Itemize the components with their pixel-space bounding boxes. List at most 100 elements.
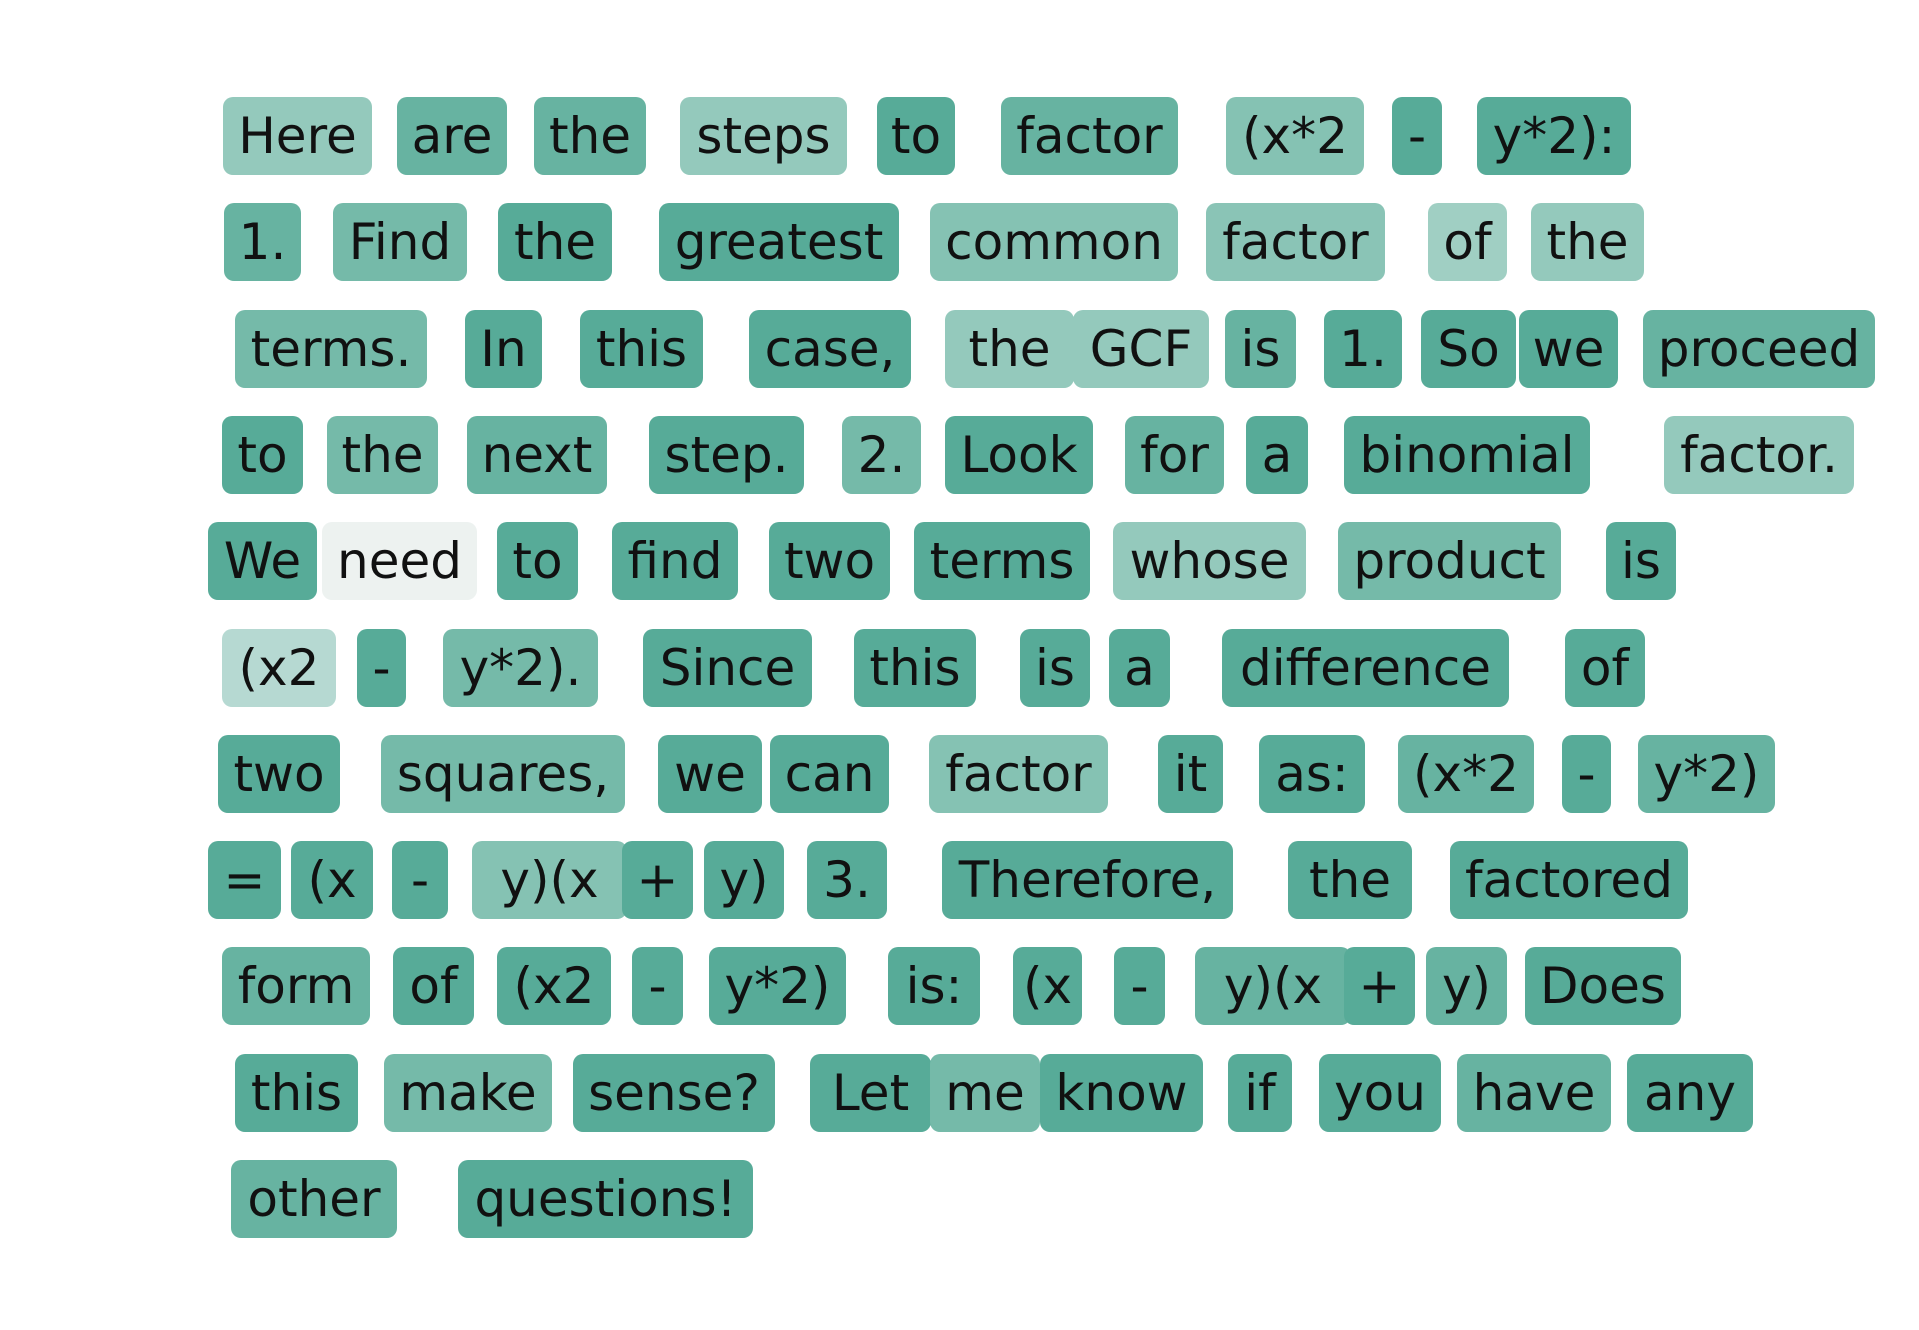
token-chip: whose bbox=[1113, 522, 1306, 600]
token-chip: (x2 bbox=[497, 947, 611, 1025]
token-chip: (x*2 bbox=[1398, 735, 1534, 813]
token-chip: to bbox=[877, 97, 955, 175]
token-chip: binomial bbox=[1344, 416, 1590, 494]
token-chip: Does bbox=[1525, 947, 1681, 1025]
token-chip: terms. bbox=[235, 310, 427, 388]
token-chip: are bbox=[397, 97, 507, 175]
token-chip: - bbox=[1562, 735, 1611, 813]
token-chip: factor. bbox=[1664, 416, 1854, 494]
token-chip: we bbox=[1519, 310, 1618, 388]
token-chip: is bbox=[1606, 522, 1676, 600]
token-chip: difference bbox=[1222, 629, 1509, 707]
token-chip: factor bbox=[1001, 97, 1178, 175]
token-chip: of bbox=[1565, 629, 1645, 707]
token-chip: a bbox=[1246, 416, 1308, 494]
token-chip: this bbox=[854, 629, 976, 707]
token-chip: (x bbox=[291, 841, 373, 919]
token-chip: Let bbox=[810, 1054, 931, 1132]
token-chip: - bbox=[392, 841, 448, 919]
token-chip: the bbox=[1531, 203, 1644, 281]
token-chip: next bbox=[467, 416, 607, 494]
token-chip: - bbox=[357, 629, 406, 707]
token-chip: Therefore, bbox=[942, 841, 1233, 919]
token-chip: - bbox=[632, 947, 683, 1025]
token-chip: the bbox=[327, 416, 438, 494]
token-chip: 1. bbox=[224, 203, 301, 281]
token-chip: steps bbox=[680, 97, 847, 175]
token-chip: a bbox=[1109, 629, 1170, 707]
token-chip: Look bbox=[945, 416, 1093, 494]
token-chip: terms bbox=[914, 522, 1090, 600]
token-chip: you bbox=[1319, 1054, 1441, 1132]
token-chip: two bbox=[218, 735, 340, 813]
token-chip: sense? bbox=[573, 1054, 775, 1132]
token-chip: know bbox=[1040, 1054, 1203, 1132]
token-chip: make bbox=[384, 1054, 552, 1132]
token-chip: of bbox=[1428, 203, 1507, 281]
token-chip: y*2) bbox=[1638, 735, 1775, 813]
token-chip: is bbox=[1020, 629, 1090, 707]
token-chip: factored bbox=[1450, 841, 1688, 919]
token-chip: squares, bbox=[381, 735, 625, 813]
token-chip: Find bbox=[333, 203, 467, 281]
token-chip: of bbox=[393, 947, 474, 1025]
token-chip: we bbox=[658, 735, 762, 813]
token-chip: (x*2 bbox=[1226, 97, 1364, 175]
token-chip: need bbox=[322, 522, 477, 600]
token-chip: 1. bbox=[1324, 310, 1402, 388]
token-chip: this bbox=[580, 310, 703, 388]
token-chip: is: bbox=[888, 947, 980, 1025]
token-chip: y)(x bbox=[1195, 947, 1351, 1025]
token-chip: case, bbox=[749, 310, 911, 388]
token-chip: if bbox=[1228, 1054, 1292, 1132]
token-chip: y) bbox=[1426, 947, 1507, 1025]
token-chip: any bbox=[1627, 1054, 1753, 1132]
token-chip: greatest bbox=[659, 203, 899, 281]
token-chip: y*2). bbox=[443, 629, 598, 707]
token-chip: the bbox=[1288, 841, 1412, 919]
token-chip: + bbox=[622, 841, 693, 919]
token-chip: step. bbox=[649, 416, 804, 494]
token-chip: Here bbox=[223, 97, 372, 175]
token-chip: factor bbox=[1206, 203, 1385, 281]
token-chip: is bbox=[1225, 310, 1296, 388]
token-chip: y*2) bbox=[709, 947, 846, 1025]
token-chip: 2. bbox=[842, 416, 921, 494]
token-chip: the bbox=[945, 310, 1074, 388]
token-chip: In bbox=[465, 310, 542, 388]
token-chip: 3. bbox=[807, 841, 887, 919]
token-chip: have bbox=[1457, 1054, 1611, 1132]
token-chip: for bbox=[1125, 416, 1224, 494]
token-chip: to bbox=[497, 522, 578, 600]
token-chip: as: bbox=[1259, 735, 1365, 813]
token-chip: common bbox=[930, 203, 1178, 281]
token-chip: factor bbox=[929, 735, 1108, 813]
token-chip: this bbox=[235, 1054, 358, 1132]
token-chip: - bbox=[1114, 947, 1165, 1025]
token-chip: product bbox=[1338, 522, 1561, 600]
token-chip: (x bbox=[1013, 947, 1082, 1025]
token-chip: the bbox=[534, 97, 646, 175]
token-chip: two bbox=[769, 522, 890, 600]
token-chip: y)(x bbox=[472, 841, 627, 919]
token-chip: the bbox=[498, 203, 612, 281]
token-chip: y*2): bbox=[1477, 97, 1631, 175]
token-chip: We bbox=[208, 522, 317, 600]
token-chip: find bbox=[612, 522, 738, 600]
token-chip: = bbox=[208, 841, 281, 919]
token-chip: me bbox=[930, 1054, 1040, 1132]
token-chip: form bbox=[222, 947, 370, 1025]
token-chip: GCF bbox=[1073, 310, 1209, 388]
token-chip: other bbox=[231, 1160, 397, 1238]
token-chip: it bbox=[1158, 735, 1223, 813]
token-chip: questions! bbox=[458, 1160, 753, 1238]
token-chip: So bbox=[1421, 310, 1516, 388]
token-chip: y) bbox=[704, 841, 784, 919]
token-chip: proceed bbox=[1643, 310, 1875, 388]
token-chip: can bbox=[770, 735, 889, 813]
token-chip: Since bbox=[643, 629, 812, 707]
token-chip: - bbox=[1392, 97, 1442, 175]
token-chip: + bbox=[1344, 947, 1415, 1025]
token-chip: to bbox=[222, 416, 303, 494]
